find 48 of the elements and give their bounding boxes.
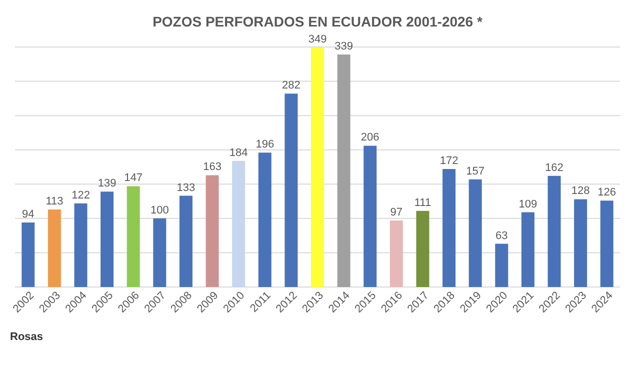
bar [258,152,272,287]
data-label: 126 [598,186,616,199]
data-label: 282 [282,80,300,92]
bar [337,54,350,287]
data-label: 97 [390,206,403,218]
data-label: 147 [124,172,143,184]
bar [442,169,456,287]
bar [22,222,35,287]
bar [364,146,377,287]
data-label: 100 [150,204,169,216]
bar [232,160,246,287]
bar [48,210,61,287]
bar [390,220,403,287]
chart-title: POZOS PERFORADOS EN ECUADOR 2001-2026 * [152,14,483,30]
bar [100,192,114,287]
data-label: 184 [229,146,248,159]
data-label: 172 [440,155,458,168]
bar [468,179,482,287]
bar [153,218,166,287]
data-label: 113 [46,196,64,208]
bar [521,212,534,287]
data-label: 111 [414,196,432,209]
data-label: 128 [571,185,590,198]
text: Rosas [10,331,44,343]
data-label: 206 [360,132,380,144]
bar [600,200,614,287]
data-label: 157 [466,165,485,178]
data-label: 63 [496,230,508,242]
bar [74,203,88,287]
bar [126,186,140,287]
bar [284,94,298,287]
data-label: 196 [256,138,274,151]
data-label: 94 [22,208,34,221]
data-label: 133 [176,182,196,194]
data-label: 139 [98,178,116,190]
data-label: 339 [334,40,353,53]
bar [311,48,324,287]
bar [206,175,219,287]
bar [495,244,508,287]
data-label: 109 [518,198,538,210]
data-label: 162 [545,162,564,174]
bar [574,199,588,287]
data-label: 163 [203,161,222,174]
data-label: 349 [308,34,327,46]
bar [548,176,561,287]
bar [179,196,192,287]
data-label: 122 [72,189,90,202]
bar [416,210,430,287]
